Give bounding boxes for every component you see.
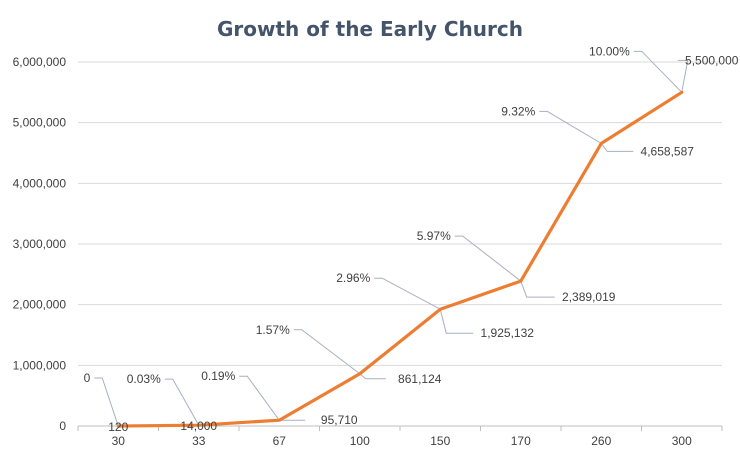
chart-title: Growth of the Early Church — [217, 17, 523, 41]
value-label: 120 — [108, 420, 128, 434]
leader-lines — [94, 50, 689, 427]
x-tick-label: 30 — [112, 434, 126, 448]
value-leader-line — [439, 309, 474, 334]
value-leader-line — [600, 143, 634, 152]
value-label: 4,658,587 — [641, 144, 695, 158]
percent-label: 9.32% — [501, 104, 535, 118]
percent-label: 2.96% — [336, 271, 370, 285]
y-tick-label: 3,000,000 — [13, 237, 67, 251]
percent-leader-line — [239, 375, 280, 421]
y-tick-label: 6,000,000 — [13, 55, 67, 69]
percent-leader-line — [94, 377, 119, 427]
y-tick-label: 0 — [59, 419, 66, 433]
percent-label: 1.57% — [256, 323, 290, 337]
x-tick-label: 100 — [350, 434, 370, 448]
x-tick-label: 67 — [273, 434, 287, 448]
x-tick-label: 170 — [511, 434, 531, 448]
value-leader-line — [359, 373, 386, 380]
y-tick-label: 5,000,000 — [13, 116, 67, 130]
percent-label: 5.97% — [417, 229, 451, 243]
value-label: 5,500,000 — [685, 53, 739, 67]
x-tick-label: 300 — [672, 434, 692, 448]
y-tick-label: 2,000,000 — [13, 298, 67, 312]
data-labels: 120 0 14,000 0.03% 95,710 0.19% 861,124 1.57% 1,… — [84, 44, 739, 434]
value-label: 1,925,132 — [481, 326, 535, 340]
value-label: 2,389,019 — [562, 290, 616, 304]
percent-leader-line — [164, 378, 200, 426]
value-label: 14,000 — [180, 419, 217, 433]
percent-leader-line — [454, 235, 522, 282]
x-tick-label: 150 — [430, 434, 450, 448]
series-line — [116, 90, 684, 428]
percent-label: 0 — [84, 371, 91, 385]
gridlines — [78, 61, 722, 366]
y-axis: 0 1,000,000 2,000,000 3,000,000 4,000,000 5,0… — [13, 55, 67, 433]
y-tick-label: 4,000,000 — [13, 176, 67, 190]
percent-leader-line — [374, 277, 441, 310]
value-leader-line — [677, 59, 689, 93]
percent-leader-line — [293, 329, 361, 375]
x-axis: 30 33 67 100 150 170 260 300 — [77, 425, 723, 448]
percent-label: 10.00% — [589, 44, 630, 58]
percent-leader-line — [539, 110, 602, 144]
percent-label: 0.03% — [127, 372, 161, 386]
value-label: 95,710 — [321, 413, 358, 427]
x-tick-label: 260 — [591, 434, 611, 448]
series-orange — [116, 90, 684, 428]
value-leader-line — [520, 280, 555, 298]
value-label: 861,124 — [398, 372, 442, 386]
percent-leader-line — [633, 50, 683, 93]
percent-label: 0.19% — [201, 369, 235, 383]
x-tick-label: 33 — [192, 434, 206, 448]
y-tick-label: 1,000,000 — [13, 358, 67, 372]
